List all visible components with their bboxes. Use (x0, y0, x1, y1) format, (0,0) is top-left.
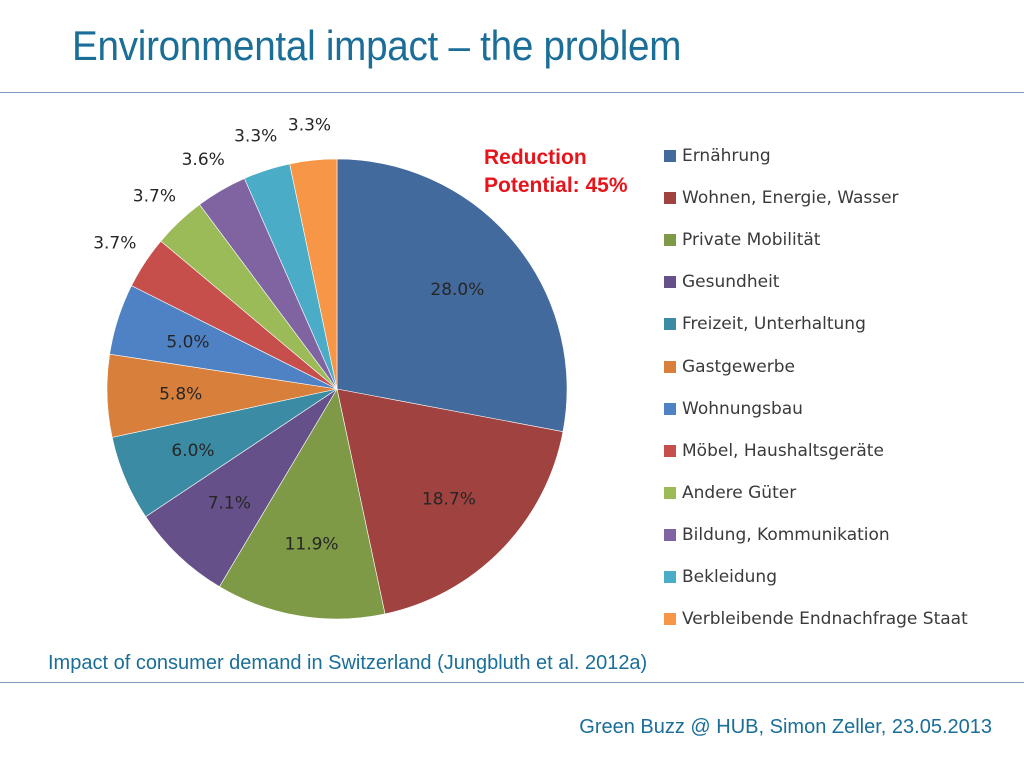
legend-swatch (664, 318, 676, 331)
legend-swatch (664, 571, 676, 583)
legend-item-verbleibende-endnachfrage-staat: Verbleibende Endnachfrage Staat (664, 606, 968, 632)
legend-item-gesundheit: Gesundheit (664, 269, 779, 295)
pie-label-freizeit-unterhaltung: 6.0% (171, 441, 214, 461)
pie-label-gesundheit: 7.1% (208, 493, 251, 513)
legend-label: Andere Güter (682, 482, 797, 503)
legend-label: Freizeit, Unterhaltung (682, 314, 866, 335)
legend-item-private-mobilitat: Private Mobilität (664, 227, 820, 253)
legend-item-freizeit-unterhaltung: Freizeit, Unterhaltung (664, 311, 866, 337)
pie-slice-gesundheit (145, 388, 338, 588)
legend-swatch (664, 360, 676, 373)
legend-swatch (664, 486, 676, 499)
legend-swatch (664, 234, 676, 247)
legend-item-wohnen-energie-wasser: Wohnen, Energie, Wasser (664, 185, 899, 211)
legend-label: Verbleibende Endnachfrage Staat (682, 609, 968, 630)
reduction-annotation-line2: Potential: 45% (484, 174, 628, 197)
legend-swatch (664, 192, 676, 205)
pie-slice-verbleibende-endnachfrage-staat (289, 158, 338, 390)
chart-caption: Impact of consumer demand in Switzerland… (48, 652, 648, 674)
pie-label-bildung-kommunikation: 3.6% (182, 150, 225, 170)
pie-label-andere-guter: 3.7% (133, 187, 176, 207)
pie-label-mobel-haushaltsgerate: 3.7% (93, 234, 136, 254)
legend-label: Gastgewerbe (682, 356, 795, 377)
pie-slice-wohnen-energie-wasser (336, 388, 564, 615)
pie-label-verbleibende-endnachfrage-staat: 3.3% (288, 115, 331, 135)
pie-label-bekleidung: 3.3% (234, 127, 277, 147)
legend-swatch (664, 613, 676, 626)
legend-label: Gesundheit (682, 272, 780, 293)
legend-item-bildung-kommunikation: Bildung, Kommunikation (664, 522, 890, 548)
legend-item-mobel-haushaltsgerate: Möbel, Haushaltsgeräte (664, 438, 884, 464)
pie-label-ernahrung: 28.0% (430, 280, 484, 300)
legend-item-wohnungsbau: Wohnungsbau (664, 396, 803, 422)
title-divider (0, 92, 1024, 93)
legend-label: Möbel, Haushaltsgeräte (682, 440, 884, 461)
legend-item-andere-guter: Andere Güter (664, 480, 796, 506)
legend-item-gastgewerbe: Gastgewerbe (664, 354, 795, 380)
pie-label-wohnen-energie-wasser: 18.7% (422, 489, 476, 509)
pie-label-gastgewerbe: 5.8% (159, 385, 202, 405)
slide-title: Environmental impact – the problem (72, 22, 682, 69)
legend-item-ernahrung: Ernährung (664, 143, 771, 169)
reduction-potential-annotation: Reduction Potential: 45% (484, 144, 628, 200)
legend-swatch (664, 444, 676, 457)
pie-label-wohnungsbau: 5.0% (166, 332, 209, 352)
pie-labels: 28.0% 18.7% 11.9% 7.1% 6.0% 5.8% 5.0% 3.7% 3.7% 3… (93, 115, 484, 554)
pie-slices (106, 158, 568, 620)
footer-divider (0, 682, 1024, 683)
reduction-annotation-line1: Reduction (484, 146, 587, 169)
slide-footer: Green Buzz @ HUB, Simon Zeller, 23.05.20… (579, 716, 992, 738)
pie-slice-private-mobilitat (218, 388, 386, 620)
pie-slice-ernahrung (336, 158, 568, 433)
legend-label: Bildung, Kommunikation (682, 524, 890, 545)
legend-label: Private Mobilität (682, 230, 821, 251)
pie-label-private-mobilitat: 11.9% (285, 534, 339, 554)
legend-label: Ernährung (682, 146, 771, 166)
legend-swatch (664, 276, 676, 289)
legend-item-bekleidung: Bekleidung (664, 564, 777, 590)
legend-label: Wohnungsbau (682, 398, 803, 419)
legend-label: Bekleidung (682, 567, 778, 587)
legend-swatch (664, 528, 676, 541)
legend-label: Wohnen, Energie, Wasser (682, 188, 899, 209)
legend-swatch (664, 150, 676, 162)
legend-swatch (664, 402, 676, 415)
